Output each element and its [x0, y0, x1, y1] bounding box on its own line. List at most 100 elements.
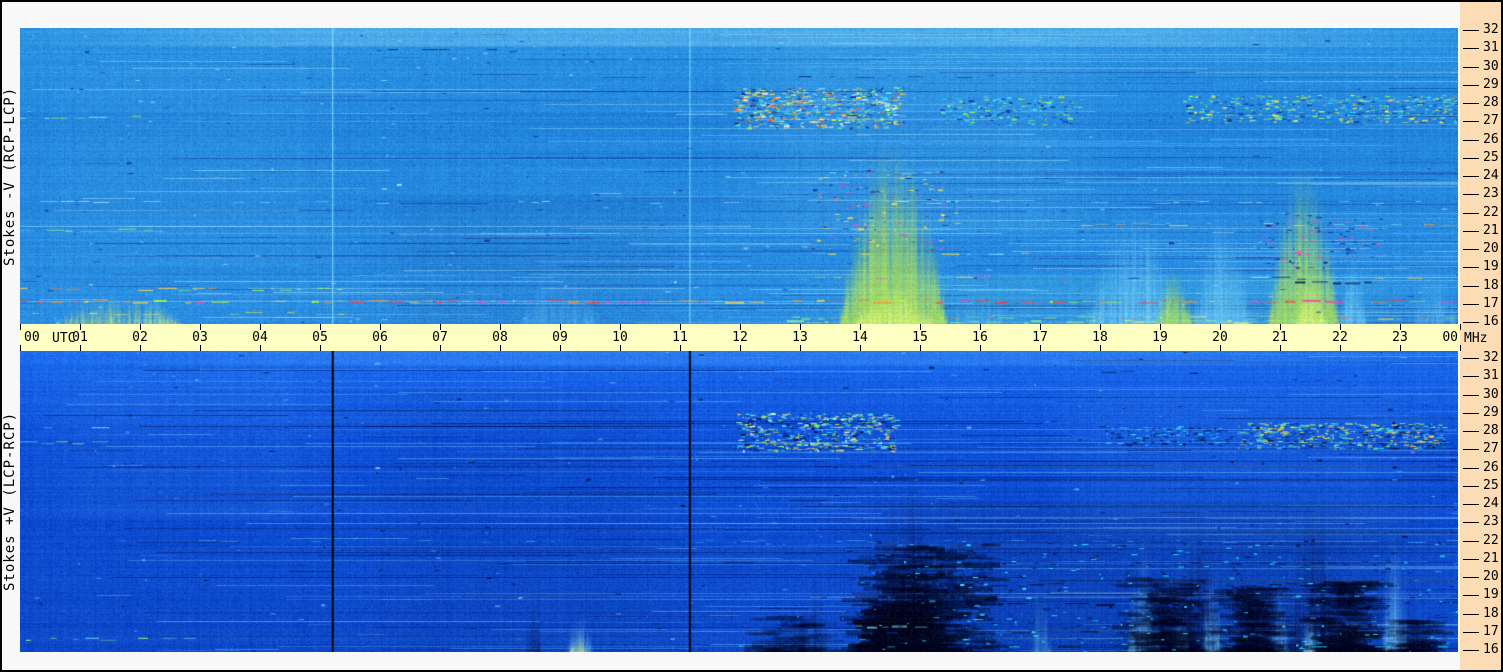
- hour-tick: [560, 324, 561, 330]
- freq-label-upper: 30: [1483, 59, 1499, 74]
- hour-tick: [200, 324, 201, 330]
- hour-label: 07: [432, 330, 448, 345]
- hour-label: 05: [312, 330, 328, 345]
- freq-tick-lower: [1463, 358, 1479, 359]
- freq-tick-lower: [1463, 486, 1479, 487]
- freq-tick-lower: [1463, 614, 1479, 615]
- hour-tick: [500, 324, 501, 330]
- hour-label: 08: [492, 330, 508, 345]
- hour-label: 21: [1272, 330, 1288, 345]
- hour-tick: [20, 345, 21, 351]
- freq-tick-lower: [1463, 577, 1479, 578]
- hour-tick: [80, 324, 81, 330]
- freq-label-lower: 19: [1483, 587, 1499, 602]
- hour-tick: [1160, 345, 1161, 351]
- freq-label-lower: 30: [1483, 387, 1499, 402]
- freq-tick-upper: [1463, 249, 1479, 250]
- hour-tick: [620, 324, 621, 330]
- freq-label-upper: 25: [1483, 150, 1499, 165]
- hour-label: 00: [1442, 330, 1458, 345]
- freq-tick-upper: [1463, 267, 1479, 268]
- left-axis-label-lower: Stokes +V (LCP-RCP): [2, 411, 18, 592]
- hour-tick: [1280, 345, 1281, 351]
- freq-label-upper: 21: [1483, 223, 1499, 238]
- freq-label-lower: 25: [1483, 478, 1499, 493]
- freq-label-upper: 20: [1483, 241, 1499, 256]
- freq-tick-lower: [1463, 632, 1479, 633]
- hour-tick: [1100, 345, 1101, 351]
- freq-label-lower: 20: [1483, 569, 1499, 584]
- freq-label-lower: 21: [1483, 551, 1499, 566]
- freq-tick-upper: [1463, 322, 1479, 323]
- left-axis-label-upper: Stokes -V (RCP-LCP): [2, 86, 18, 266]
- hour-label: 16: [972, 330, 988, 345]
- freq-tick-lower: [1463, 504, 1479, 505]
- hour-tick: [1040, 324, 1041, 330]
- hour-tick: [1340, 345, 1341, 351]
- freq-tick-upper: [1463, 85, 1479, 86]
- hour-tick: [380, 324, 381, 330]
- hour-tick: [920, 345, 921, 351]
- hour-label: 23: [1392, 330, 1408, 345]
- freq-label-lower: 16: [1483, 642, 1499, 657]
- hour-tick: [440, 324, 441, 330]
- left-margin-strip: [2, 28, 20, 652]
- hour-tick: [1400, 345, 1401, 351]
- freq-label-lower: 26: [1483, 460, 1499, 475]
- hour-tick: [800, 324, 801, 330]
- hour-label: 02: [132, 330, 148, 345]
- freq-label-upper: 31: [1483, 40, 1499, 55]
- hour-tick: [1460, 324, 1461, 330]
- hour-tick: [1040, 345, 1041, 351]
- freq-tick-upper: [1463, 176, 1479, 177]
- hour-label: 00: [24, 330, 40, 345]
- hour-tick: [1340, 324, 1341, 330]
- freq-tick-lower: [1463, 395, 1479, 396]
- freq-tick-lower: [1463, 559, 1479, 560]
- right-axis-strip: [1460, 2, 1501, 670]
- hour-tick: [680, 324, 681, 330]
- freq-tick-upper: [1463, 30, 1479, 31]
- freq-label-upper: 32: [1483, 22, 1499, 37]
- freq-tick-upper: [1463, 67, 1479, 68]
- hour-tick: [1280, 324, 1281, 330]
- hour-label: 12: [732, 330, 748, 345]
- freq-label-lower: 18: [1483, 606, 1499, 621]
- freq-tick-lower: [1463, 431, 1479, 432]
- freq-tick-upper: [1463, 158, 1479, 159]
- hour-label: 17: [1032, 330, 1048, 345]
- hour-tick: [260, 345, 261, 351]
- freq-tick-upper: [1463, 213, 1479, 214]
- freq-label-upper: 19: [1483, 259, 1499, 274]
- freq-tick-lower: [1463, 650, 1479, 651]
- freq-label-lower: 27: [1483, 441, 1499, 456]
- hour-tick: [1160, 324, 1161, 330]
- hour-tick: [980, 324, 981, 330]
- freq-tick-lower: [1463, 449, 1479, 450]
- hour-label: 14: [852, 330, 868, 345]
- bottom-margin-strip: [2, 652, 1460, 670]
- title-bar: AJ4CO Observatory 09 Jun 2020 - DPS on T…: [2, 2, 1460, 50]
- hour-tick: [440, 345, 441, 351]
- freq-tick-upper: [1463, 140, 1479, 141]
- hour-label: 13: [792, 330, 808, 345]
- freq-label-upper: 24: [1483, 168, 1499, 183]
- hour-label: 22: [1332, 330, 1348, 345]
- hour-tick: [320, 324, 321, 330]
- freq-tick-lower: [1463, 595, 1479, 596]
- freq-label-lower: 17: [1483, 624, 1499, 639]
- utc-unit-label: UTC: [52, 331, 76, 346]
- hour-label: 18: [1092, 330, 1108, 345]
- mhz-unit-label: MHz: [1464, 331, 1488, 346]
- hour-label: 10: [612, 330, 628, 345]
- freq-label-lower: 22: [1483, 533, 1499, 548]
- freq-tick-upper: [1463, 194, 1479, 195]
- freq-tick-lower: [1463, 468, 1479, 469]
- freq-tick-lower: [1463, 376, 1479, 377]
- hour-tick: [980, 345, 981, 351]
- hour-label: 03: [192, 330, 208, 345]
- freq-tick-upper: [1463, 304, 1479, 305]
- hour-tick: [320, 345, 321, 351]
